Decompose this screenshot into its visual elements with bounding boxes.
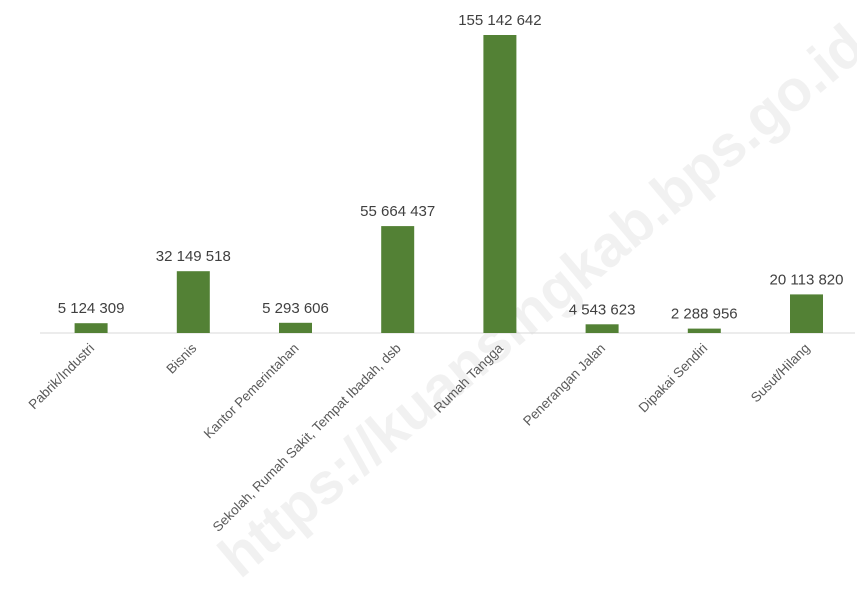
x-tick-label-6: Dipakai Sendiri bbox=[636, 341, 711, 416]
x-tick-label-1: Bisnis bbox=[163, 340, 199, 376]
x-tick-label-5: Penerangan Jalan bbox=[520, 341, 608, 429]
data-label-4: 155 142 642 bbox=[458, 12, 541, 29]
x-tick-label-0: Pabrik/Industri bbox=[26, 341, 98, 413]
bar-0 bbox=[74, 323, 108, 333]
x-tick-label-7: Susut/Hilang bbox=[748, 341, 813, 406]
bars-group bbox=[74, 35, 823, 333]
value-labels-group: 5 124 309 32 149 518 5 293 606 55 664 437 15… bbox=[58, 12, 844, 323]
bar-4 bbox=[483, 35, 517, 333]
data-label-6: 2 288 956 bbox=[671, 306, 738, 323]
bar-2 bbox=[279, 322, 312, 333]
bar-6 bbox=[687, 328, 721, 333]
data-label-1: 32 149 518 bbox=[156, 248, 231, 265]
bar-3 bbox=[381, 226, 415, 333]
data-label-5: 4 543 623 bbox=[569, 301, 636, 318]
bar-1 bbox=[176, 271, 210, 333]
data-label-0: 5 124 309 bbox=[58, 300, 125, 317]
data-label-3: 55 664 437 bbox=[360, 203, 435, 220]
data-label-2: 5 293 606 bbox=[262, 300, 329, 317]
bar-5 bbox=[585, 324, 619, 333]
x-tick-label-2: Kantor Pemerintahan bbox=[201, 341, 302, 442]
data-label-7: 20 113 820 bbox=[770, 271, 844, 288]
bar-7 bbox=[790, 294, 823, 333]
